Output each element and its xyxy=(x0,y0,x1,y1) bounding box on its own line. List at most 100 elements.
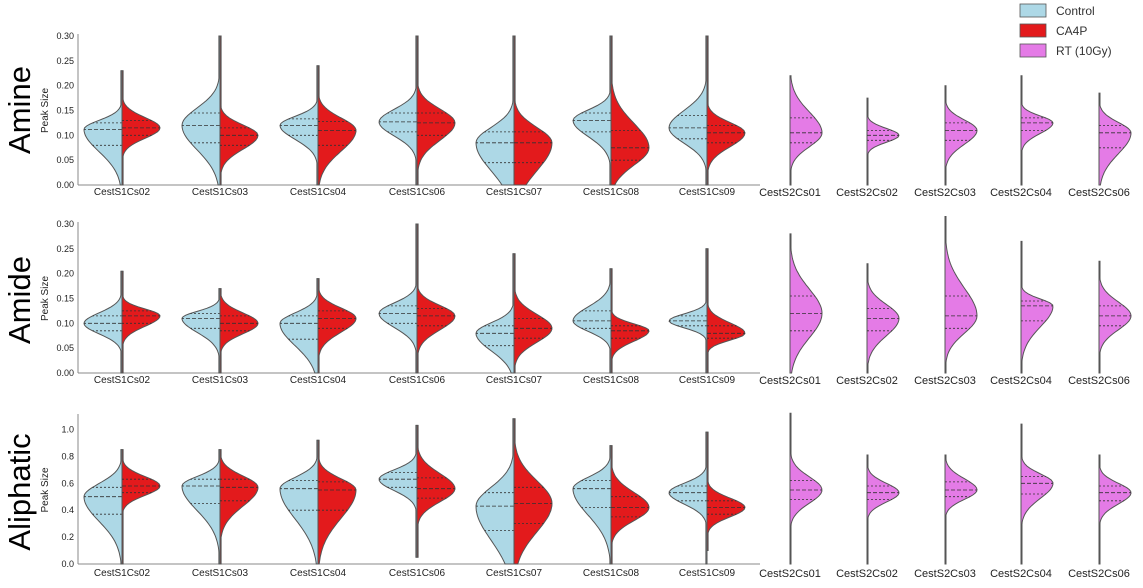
x-tick-label: CestS1Cs06 xyxy=(389,187,446,198)
violin-CestS1Cs08 xyxy=(572,445,650,565)
x-tick-label: CestS1Cs06 xyxy=(389,375,446,386)
violin-rt-half xyxy=(1098,454,1132,565)
x-tick-label: CestS1Cs04 xyxy=(290,375,347,386)
violin-CestS1Cs03 xyxy=(181,449,259,565)
violin-CestS1Cs02 xyxy=(83,270,161,374)
violin-CestS1Cs08 xyxy=(572,268,650,374)
violin-CestS1Cs03 xyxy=(181,288,259,374)
y-tick-label: 0.2 xyxy=(61,532,74,542)
x-tick-label: CestS1Cs07 xyxy=(486,568,543,579)
y-tick-label: 0.6 xyxy=(61,478,74,488)
x-tick-label: CestS1Cs03 xyxy=(192,375,249,386)
violin-rt-half xyxy=(944,85,978,186)
violin-control-half xyxy=(668,431,708,565)
violin-control-half xyxy=(378,424,418,558)
violin-control-half xyxy=(572,445,612,565)
violin-ca4p-half xyxy=(706,431,746,551)
violin-CestS1Cs06 xyxy=(378,223,456,374)
violin-CestS1Cs07 xyxy=(475,253,553,374)
violin-control-half xyxy=(181,449,221,565)
y-tick-label: 0.20 xyxy=(56,269,74,279)
row-title: Aliphatic xyxy=(2,433,37,550)
y-tick-label: 0.25 xyxy=(56,244,74,254)
violin-control-half xyxy=(83,449,123,565)
violin-ca4p-half xyxy=(219,449,259,565)
violin-rt-half xyxy=(1020,240,1054,374)
x-tick-label: CestS1Cs09 xyxy=(679,187,736,198)
row-title: Amine xyxy=(2,66,37,154)
violin-ca4p-half xyxy=(513,418,553,565)
violin-CestS2Cs02 xyxy=(866,263,900,374)
x-tick-label: CestS2Cs06 xyxy=(1068,187,1130,199)
violin-CestS2Cs06 xyxy=(1098,454,1132,565)
x-tick-label: CestS2Cs03 xyxy=(914,187,976,199)
violin-rt-half xyxy=(944,454,978,565)
x-tick-label: CestS1Cs03 xyxy=(192,568,249,579)
violin-CestS1Cs04 xyxy=(279,65,357,186)
violin-control-half xyxy=(181,288,221,374)
x-tick-label: CestS1Cs02 xyxy=(94,187,151,198)
violin-ca4p-half xyxy=(610,35,650,186)
violin-rt-half xyxy=(789,233,823,374)
violin-ca4p-half xyxy=(219,288,259,374)
violin-CestS1Cs04 xyxy=(279,278,357,374)
violin-control-half xyxy=(181,35,221,186)
violin-CestS1Cs09 xyxy=(668,248,746,374)
legend: Control CA4P RT (10Gy) xyxy=(1019,3,1112,58)
panel-amine: Amine Peak Size 0.00 0.05 0.10 0.15 0.20 0.25 0.… xyxy=(2,31,1132,199)
violin-CestS1Cs06 xyxy=(378,424,456,558)
violin-control-half xyxy=(475,253,515,374)
violin-ca4p-half xyxy=(219,35,259,186)
y-tick-label: 0.4 xyxy=(61,505,74,515)
x-tick-label: CestS1Cs07 xyxy=(486,375,543,386)
legend-swatch xyxy=(1019,23,1047,38)
x-tick-label: CestS1Cs08 xyxy=(583,568,640,579)
violin-control-half xyxy=(475,418,515,565)
violin-control-half xyxy=(83,270,123,374)
violin-rt-half xyxy=(789,75,823,186)
x-tick-label: CestS2Cs01 xyxy=(759,187,821,199)
x-tick-label: CestS1Cs03 xyxy=(192,187,249,198)
x-tick-label: CestS2Cs03 xyxy=(914,568,976,580)
violin-rt-half xyxy=(944,216,978,374)
violin-CestS1Cs02 xyxy=(83,449,161,565)
violin-ca4p-half xyxy=(317,439,357,565)
y-tick-label: 0.10 xyxy=(56,130,74,140)
panel-amide: Amide Peak Size 0.00 0.05 0.10 0.15 0.20 0.25 0.… xyxy=(2,216,1132,387)
x-tick-label: CestS2Cs02 xyxy=(836,568,898,580)
x-tick-label: CestS1Cs07 xyxy=(486,187,543,198)
violin-CestS2Cs04 xyxy=(1020,240,1054,374)
violin-ca4p-half xyxy=(610,268,650,374)
x-tick-label: CestS1Cs04 xyxy=(290,187,347,198)
violin-ca4p-half xyxy=(416,424,456,558)
y-tick-label: 0.15 xyxy=(56,106,74,116)
x-tick-label: CestS1Cs09 xyxy=(679,375,736,386)
violin-CestS1Cs07 xyxy=(475,418,553,565)
y-axis-label: Peak Size xyxy=(40,88,51,133)
y-tick-label: 1.0 xyxy=(61,425,74,435)
violin-control-half xyxy=(378,223,418,374)
violin-ca4p-half xyxy=(706,248,746,374)
y-tick-label: 0.05 xyxy=(56,343,74,353)
violin-ca4p-half xyxy=(121,449,161,565)
y-tick-label: 0.10 xyxy=(56,318,74,328)
violin-ca4p-half xyxy=(513,35,553,186)
y-tick-label: 0.20 xyxy=(56,81,74,91)
y-axis-label: Peak Size xyxy=(40,467,51,512)
violin-control-half xyxy=(279,439,319,565)
y-tick-label: 0.8 xyxy=(61,451,74,461)
x-tick-label: CestS1Cs02 xyxy=(94,375,151,386)
violin-ca4p-half xyxy=(416,223,456,374)
y-tick-label: 0.05 xyxy=(56,155,74,165)
legend-swatch xyxy=(1019,43,1047,58)
x-tick-label: CestS2Cs01 xyxy=(759,568,821,580)
x-tick-label: CestS2Cs01 xyxy=(759,375,821,387)
x-tick-label: CestS1Cs08 xyxy=(583,375,640,386)
violin-rt-half xyxy=(1098,92,1132,186)
violin-CestS1Cs08 xyxy=(572,35,650,186)
violin-CestS2Cs04 xyxy=(1020,423,1054,565)
legend-label: RT (10Gy) xyxy=(1056,44,1112,58)
x-tick-label: CestS2Cs06 xyxy=(1068,375,1130,387)
violin-CestS2Cs02 xyxy=(866,97,900,186)
x-tick-label: CestS2Cs06 xyxy=(1068,568,1130,580)
